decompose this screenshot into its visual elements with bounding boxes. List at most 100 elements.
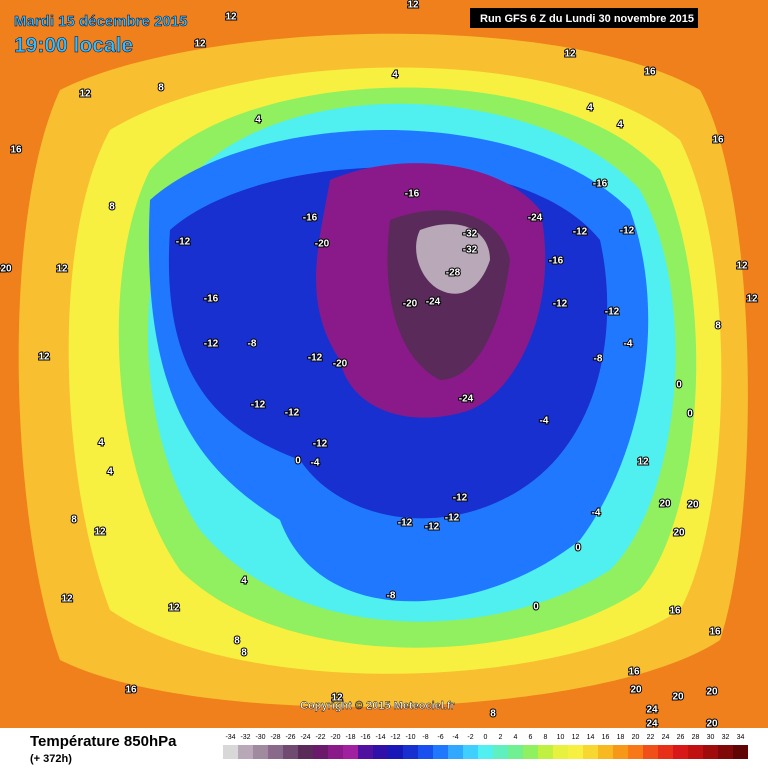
legend-tick: 20: [632, 734, 640, 741]
contour-label: 8: [241, 648, 247, 659]
legend-lead: (+ 372h): [30, 753, 72, 765]
contour-label: 0: [295, 456, 301, 467]
contour-label: 20: [706, 719, 718, 730]
contour-label: -24: [528, 213, 543, 224]
legend-tick: -14: [375, 734, 385, 741]
contour-label: 16: [644, 67, 656, 78]
contour-label: -16: [303, 213, 318, 224]
contour-label: -20: [333, 359, 348, 370]
contour-label: -12: [605, 307, 620, 318]
contour-label: -24: [426, 297, 441, 308]
legend-tick: -28: [270, 734, 280, 741]
legend-swatch: [433, 745, 448, 759]
legend-swatch: [223, 745, 238, 759]
legend-swatch: [538, 745, 553, 759]
contour-label: -12: [445, 513, 460, 524]
legend-tick: 34: [737, 734, 745, 741]
legend-tick: -10: [405, 734, 415, 741]
contour-label: 16: [10, 145, 22, 156]
contour-label: -8: [594, 354, 603, 365]
contour-label: -12: [204, 339, 219, 350]
legend-title: Température 850hPa: [30, 733, 177, 750]
legend-swatch: [718, 745, 733, 759]
contour-label: 16: [125, 685, 137, 696]
contour-label: 12: [637, 457, 649, 468]
contour-label: 12: [225, 12, 237, 23]
contour-label: 12: [56, 264, 68, 275]
contour-label: -12: [176, 237, 191, 248]
contour-label: 20: [673, 528, 685, 539]
contour-label: 8: [490, 709, 496, 720]
legend-tick: 18: [617, 734, 625, 741]
legend-swatch: [688, 745, 703, 759]
contour-label: -12: [313, 439, 328, 450]
contour-label: -16: [405, 189, 420, 200]
contour-label: -12: [453, 493, 468, 504]
contour-label: 4: [107, 467, 113, 478]
contour-label: -12: [285, 408, 300, 419]
legend-tick: 30: [707, 734, 715, 741]
legend-tick: 32: [722, 734, 730, 741]
legend-tick: -32: [240, 734, 250, 741]
contour-label: 20: [687, 500, 699, 511]
contour-label: 16: [669, 606, 681, 617]
legend-tick: -24: [300, 734, 310, 741]
legend-swatch: [583, 745, 598, 759]
legend-swatch: [628, 745, 643, 759]
contour-label: 4: [241, 576, 247, 587]
legend-tick: 6: [529, 734, 533, 741]
contour-label: -4: [624, 339, 633, 350]
contour-label: 12: [79, 89, 91, 100]
contour-label: 24: [646, 719, 658, 730]
contour-label: -20: [315, 239, 330, 250]
contour-label: -4: [311, 458, 320, 469]
contour-label: 12: [61, 594, 73, 605]
legend-swatch: [478, 745, 493, 759]
contour-label: 0: [676, 380, 682, 391]
contour-label: 8: [715, 321, 721, 332]
run-box: [470, 8, 698, 28]
legend-tick: -6: [437, 734, 443, 741]
zone-core: [416, 224, 490, 294]
legend-tick: 28: [692, 734, 700, 741]
contour-label: 4: [617, 120, 623, 131]
legend-swatch: [553, 745, 568, 759]
legend-tick: -34: [225, 734, 235, 741]
contour-label: 12: [38, 352, 50, 363]
contour-label: 24: [646, 705, 658, 716]
legend-tick: -8: [422, 734, 428, 741]
contour-label: 12: [564, 49, 576, 60]
contour-label: 12: [736, 261, 748, 272]
contour-label: -4: [592, 508, 601, 519]
contour-label: 4: [392, 70, 398, 81]
contour-label: 16: [709, 627, 721, 638]
contour-label: 12: [407, 0, 419, 11]
contour-label: -12: [620, 226, 635, 237]
contour-label: 16: [628, 667, 640, 678]
legend-swatch: [508, 745, 523, 759]
legend-swatch: [418, 745, 433, 759]
contour-label: 4: [98, 438, 104, 449]
contour-label: -32: [463, 245, 478, 256]
contour-label: 4: [587, 103, 593, 114]
contour-label: -8: [387, 591, 396, 602]
contour-label: -12: [251, 400, 266, 411]
legend-tick: 26: [677, 734, 685, 741]
contour-label: -12: [573, 227, 588, 238]
legend-swatch: [598, 745, 613, 759]
contour-label: 4: [255, 115, 261, 126]
legend-tick: 24: [662, 734, 670, 741]
legend-swatch: [643, 745, 658, 759]
legend-swatch: [283, 745, 298, 759]
contour-label: -20: [403, 299, 418, 310]
contour-label: 20: [630, 685, 642, 696]
legend-swatch: [523, 745, 538, 759]
contour-label: 8: [71, 515, 77, 526]
contour-label: -16: [593, 179, 608, 190]
legend-tick: 2: [499, 734, 503, 741]
legend-swatch: [298, 745, 313, 759]
legend-tick: -12: [390, 734, 400, 741]
legend-swatch: [313, 745, 328, 759]
legend-swatch: [358, 745, 373, 759]
